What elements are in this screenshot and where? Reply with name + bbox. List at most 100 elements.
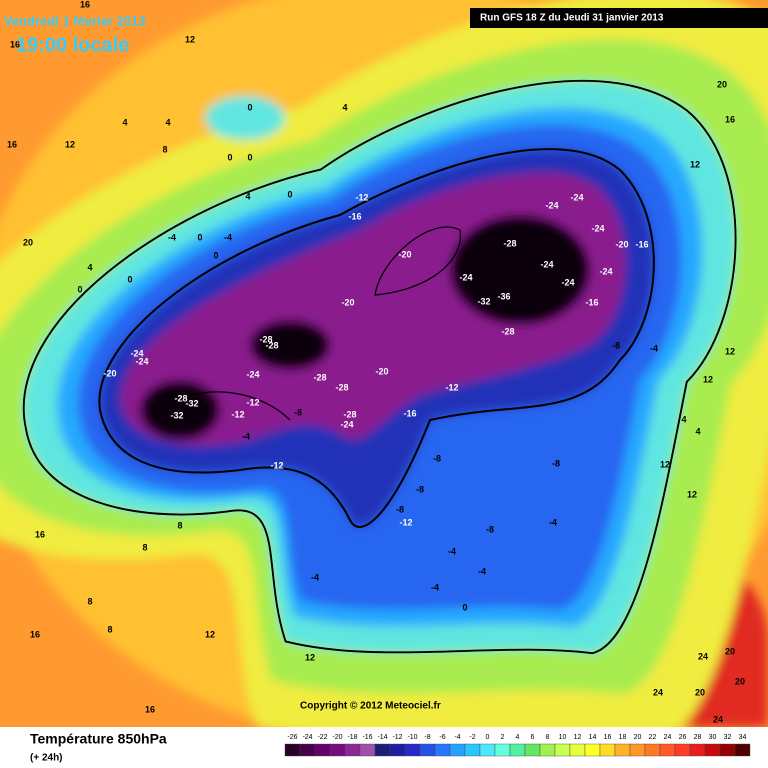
scale-label: 12 (574, 734, 582, 741)
contour-label: -28 (313, 372, 326, 382)
scale-swatch (599, 743, 616, 757)
scale-label: 10 (559, 734, 567, 741)
contour-label: 8 (107, 624, 112, 634)
contour-label: 20 (725, 646, 735, 656)
scale-label: -2 (469, 734, 475, 741)
scale-label: 22 (649, 734, 657, 741)
scale-label: 30 (709, 734, 717, 741)
contour-label: -8 (396, 504, 404, 514)
scale-label: -26 (287, 734, 297, 741)
contour-label: -12 (355, 192, 368, 202)
scale-swatch (359, 743, 376, 757)
contour-label: -24 (540, 259, 553, 269)
scale-label: 20 (634, 734, 642, 741)
scale-swatch (299, 743, 316, 757)
scale-label: -22 (317, 734, 327, 741)
contour-label: 16 (725, 114, 735, 124)
scale-label: 6 (531, 734, 535, 741)
run-box (470, 8, 768, 28)
scale-label: 32 (724, 734, 732, 741)
contour-label: -12 (231, 409, 244, 419)
contour-label: -28 (174, 393, 187, 403)
scale-swatch (479, 743, 496, 757)
contour-label: 16 (7, 139, 17, 149)
contour-label: 12 (690, 159, 700, 169)
contour-label: -16 (403, 408, 416, 418)
contour-label: -12 (399, 517, 412, 527)
contour-label: 4 (165, 117, 170, 127)
scale-label: -8 (424, 734, 430, 741)
contour-label: 16 (145, 704, 155, 714)
contour-label: 24 (713, 714, 723, 724)
contour-label: -32 (170, 410, 183, 420)
contour-label: 12 (65, 139, 75, 149)
scale-label: 24 (664, 734, 672, 741)
contour-label: -28 (259, 334, 272, 344)
contour-label: -20 (615, 239, 628, 249)
contour-label: -24 (340, 419, 353, 429)
contour-label: -32 (185, 398, 198, 408)
scale-swatch (314, 743, 331, 757)
contour-label: 4 (122, 117, 127, 127)
contour-label: 20 (695, 687, 705, 697)
scale-swatch (449, 743, 466, 757)
contour-label: 16 (30, 629, 40, 639)
scale-label: -10 (407, 734, 417, 741)
contour-label: -24 (135, 356, 148, 366)
contour-label: 12 (185, 34, 195, 44)
contour-label: -8 (433, 453, 441, 463)
contour-label: 8 (87, 596, 92, 606)
contour-label: -4 (448, 546, 456, 556)
scale-label: -18 (347, 734, 357, 741)
contour-label: -4 (650, 343, 658, 353)
contour-label: -28 (343, 409, 356, 419)
contour-label: -8 (612, 340, 620, 350)
scale-label: -6 (439, 734, 445, 741)
scale-swatch (329, 743, 346, 757)
contour-label: 24 (653, 687, 663, 697)
scale-label: -12 (392, 734, 402, 741)
contour-label: 4 (245, 191, 250, 201)
contour-label: -16 (348, 211, 361, 221)
scale-label: 4 (516, 734, 520, 741)
scale-label: 34 (739, 734, 747, 741)
contour-label: 4 (695, 426, 700, 436)
scale-swatch (404, 743, 421, 757)
contour-label: 8 (142, 542, 147, 552)
contour-label: 20 (717, 79, 727, 89)
contour-label: 0 (227, 152, 232, 162)
contour-label: 8 (162, 144, 167, 154)
scale-swatch (659, 743, 676, 757)
contour-label: -4 (311, 572, 319, 582)
contour-label: -20 (398, 249, 411, 259)
contour-label: -20 (103, 368, 116, 378)
scale-swatch (614, 743, 631, 757)
contour-label: -32 (477, 296, 490, 306)
contour-label: 0 (197, 232, 202, 242)
contour-label: 0 (462, 602, 467, 612)
contour-label: -4 (478, 566, 486, 576)
scale-swatch (524, 743, 541, 757)
contour-label: 16 (80, 0, 90, 9)
contour-label: 0 (77, 284, 82, 294)
contour-label: -24 (130, 348, 143, 358)
footer-title: Température 850hPa (30, 731, 167, 747)
contour-label: -12 (246, 397, 259, 407)
contour-label: 12 (703, 374, 713, 384)
contour-label: 24 (698, 651, 708, 661)
contour-label: -24 (591, 223, 604, 233)
scale-swatch (374, 743, 391, 757)
forecast-date: Vendredi 1 février 2013 (4, 13, 146, 28)
contour-label: -28 (335, 382, 348, 392)
scale-swatch (419, 743, 436, 757)
contour-label: -12 (445, 382, 458, 392)
contour-label: 16 (10, 39, 20, 49)
scale-swatch (509, 743, 526, 757)
scale-label: 18 (619, 734, 627, 741)
scale-swatch (494, 743, 511, 757)
contour-label: 8 (177, 520, 182, 530)
contour-label: -4 (431, 582, 439, 592)
contour-label: 20 (23, 237, 33, 247)
contour-label: 12 (205, 629, 215, 639)
